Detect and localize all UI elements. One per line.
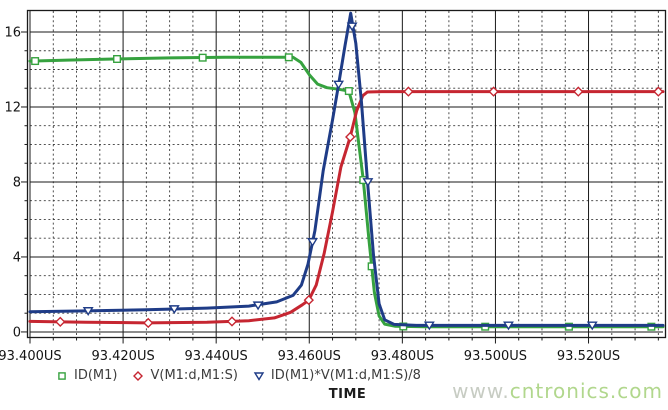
trace-id-m1 <box>28 53 665 331</box>
watermark-www: www. <box>452 379 510 403</box>
trace-markers-power-div-8 <box>82 22 598 331</box>
triangle-down-marker-icon <box>253 371 265 381</box>
square-marker-icon <box>58 371 66 380</box>
trace-v-m1d-m1s <box>28 86 665 329</box>
x-tick-label: 93.400US <box>0 349 62 364</box>
trace-markers-v-m1d-m1s <box>55 86 664 329</box>
traces <box>28 11 665 331</box>
trace-line-power-div-8 <box>28 11 665 327</box>
legend: ID(M1) V(M1:d,M1:S) ID(M1)*V(M1:d,M1:S)/8 <box>56 368 421 383</box>
legend-item-power-div-8: ID(M1)*V(M1:d,M1:S)/8 <box>253 368 421 383</box>
x-tick-label: 93.520US <box>557 349 620 364</box>
y-tick-label: 16 <box>4 25 21 40</box>
trace-line-id-m1 <box>28 55 665 329</box>
legend-label-v-m1d-m1s: V(M1:d,M1:S) <box>150 368 238 383</box>
diamond-marker-icon <box>133 370 144 381</box>
grid-minor <box>30 11 663 337</box>
legend-label-id-m1: ID(M1) <box>74 368 118 383</box>
x-tick-label: 93.440US <box>185 349 248 364</box>
legend-item-id-m1: ID(M1) <box>56 368 117 383</box>
x-axis-title: TIME <box>328 387 367 402</box>
grid-major <box>29 11 663 337</box>
plot-border <box>26 9 667 339</box>
legend-item-v-m1d-m1s: V(M1:d,M1:S) <box>132 368 238 383</box>
y-tick-label: 8 <box>13 175 21 190</box>
trace-power-div-8 <box>28 11 665 331</box>
x-tick-label: 93.460US <box>278 349 341 364</box>
trace-markers-id-m1 <box>31 53 656 331</box>
x-tick-label: 93.420US <box>91 349 154 364</box>
x-tick-label: 93.480US <box>371 349 434 364</box>
y-tick-label: 12 <box>4 100 21 115</box>
legend-label-power-div-8: ID(M1)*V(M1:d,M1:S)/8 <box>270 368 421 383</box>
y-tick-label: 0 <box>13 325 21 340</box>
trace-line-v-m1d-m1s <box>28 90 665 325</box>
x-tick-label: 93.500US <box>464 349 527 364</box>
watermark-site: cntronics.com <box>509 379 663 403</box>
watermark: www.cntronics.com <box>452 379 663 403</box>
axis-tick-labels: 93.400US 93.420US 93.440US 93.460US 93.480US… <box>0 25 620 364</box>
y-tick-label: 4 <box>13 250 21 265</box>
